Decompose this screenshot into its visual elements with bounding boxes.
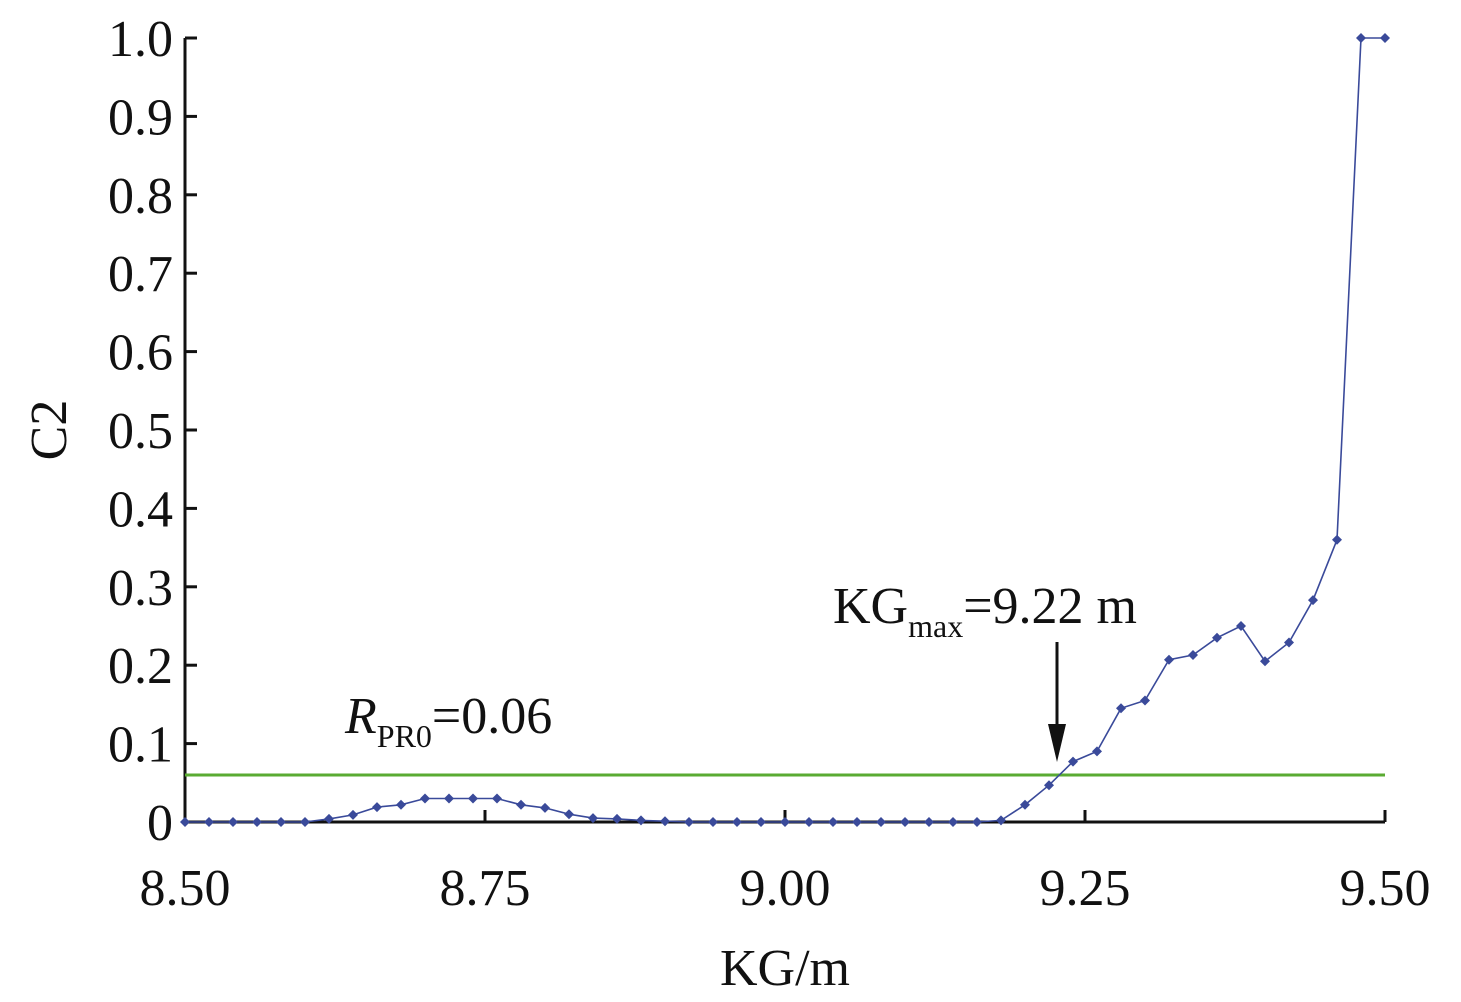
threshold-symbol: R (344, 688, 377, 745)
data-point (372, 802, 382, 813)
kgmax-subscript: max (908, 608, 963, 644)
y-tick-label: 0.6 (108, 325, 173, 382)
data-point (1044, 780, 1054, 791)
data-point (1116, 703, 1126, 714)
data-point (828, 817, 838, 827)
data-point (1212, 632, 1222, 643)
data-point (1236, 621, 1246, 631)
data-point (348, 809, 358, 820)
data-point (852, 817, 862, 827)
x-tick-label: 9.00 (740, 860, 831, 917)
data-point (540, 802, 550, 813)
data-point (1308, 595, 1318, 606)
data-point (708, 817, 718, 827)
data-point (900, 817, 910, 827)
data-point (996, 815, 1006, 826)
y-axis-title: C2 (21, 400, 78, 461)
y-tick-label: 0.9 (108, 89, 173, 146)
y-tick-label: 1.0 (108, 11, 173, 68)
data-point (756, 817, 766, 827)
data-point (948, 817, 958, 827)
data-point (564, 809, 574, 820)
data-point (444, 793, 454, 804)
x-tick-label: 9.50 (1340, 860, 1431, 917)
data-point (180, 817, 190, 827)
y-tick-label: 0.7 (108, 246, 173, 303)
data-point (732, 817, 742, 827)
data-point (492, 793, 502, 804)
data-point (420, 793, 430, 804)
data-point (516, 799, 526, 810)
data-point (588, 813, 598, 824)
kgmax-arrow-head (1048, 724, 1066, 762)
kgmax-annotation: KGmax=9.22 m (833, 578, 1137, 644)
data-point (660, 816, 670, 827)
y-tick-label: 0.5 (108, 403, 173, 460)
data-point (396, 799, 406, 810)
data-point (300, 817, 310, 827)
data-point (1380, 33, 1390, 43)
x-tick-label: 8.75 (440, 860, 531, 917)
x-tick-label: 8.50 (140, 860, 231, 917)
data-point (972, 817, 982, 827)
y-tick-label: 0.2 (108, 638, 173, 695)
data-point (1188, 650, 1198, 660)
data-point (876, 817, 886, 827)
data-point (1356, 33, 1366, 43)
threshold-annotation: RPR0=0.06 (344, 688, 552, 754)
y-ticks: 0 0.1 0.2 0.3 0.4 0.5 0.6 0.7 0.8 0.9 1.0 (108, 11, 197, 852)
threshold-value: =0.06 (432, 688, 552, 745)
data-point (1284, 637, 1294, 648)
data-point (204, 817, 214, 827)
data-point (1332, 534, 1342, 545)
data-point (252, 817, 262, 827)
x-ticks: 8.50 8.75 9.00 9.25 9.50 (140, 810, 1431, 917)
kgmax-symbol: KG (833, 578, 908, 635)
x-axis-title: KG/m (720, 940, 850, 997)
kgmax-value: =9.22 m (963, 578, 1137, 635)
data-point (228, 817, 238, 827)
data-point (276, 817, 286, 827)
y-tick-label: 0.8 (108, 168, 173, 225)
data-point (324, 813, 334, 824)
series-markers (180, 33, 1390, 827)
data-point (1068, 756, 1078, 767)
data-point (468, 793, 478, 804)
threshold-subscript: PR0 (377, 718, 432, 754)
data-point (780, 817, 790, 827)
y-tick-label: 0.1 (108, 717, 173, 774)
data-point (684, 817, 694, 827)
data-point (1092, 746, 1102, 757)
data-point (612, 813, 622, 824)
y-tick-label: 0 (147, 795, 173, 852)
data-point (924, 817, 934, 827)
data-point (804, 817, 814, 827)
data-point (1140, 695, 1150, 706)
data-point (636, 815, 646, 826)
y-tick-label: 0.4 (108, 481, 173, 538)
x-tick-label: 9.25 (1040, 860, 1131, 917)
data-point (1260, 656, 1270, 667)
data-point (1164, 654, 1174, 665)
data-point (1020, 799, 1030, 810)
y-tick-label: 0.3 (108, 560, 173, 617)
